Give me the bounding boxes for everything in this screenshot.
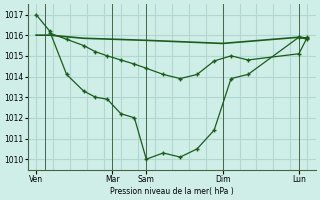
X-axis label: Pression niveau de la mer( hPa ): Pression niveau de la mer( hPa ) <box>110 187 234 196</box>
